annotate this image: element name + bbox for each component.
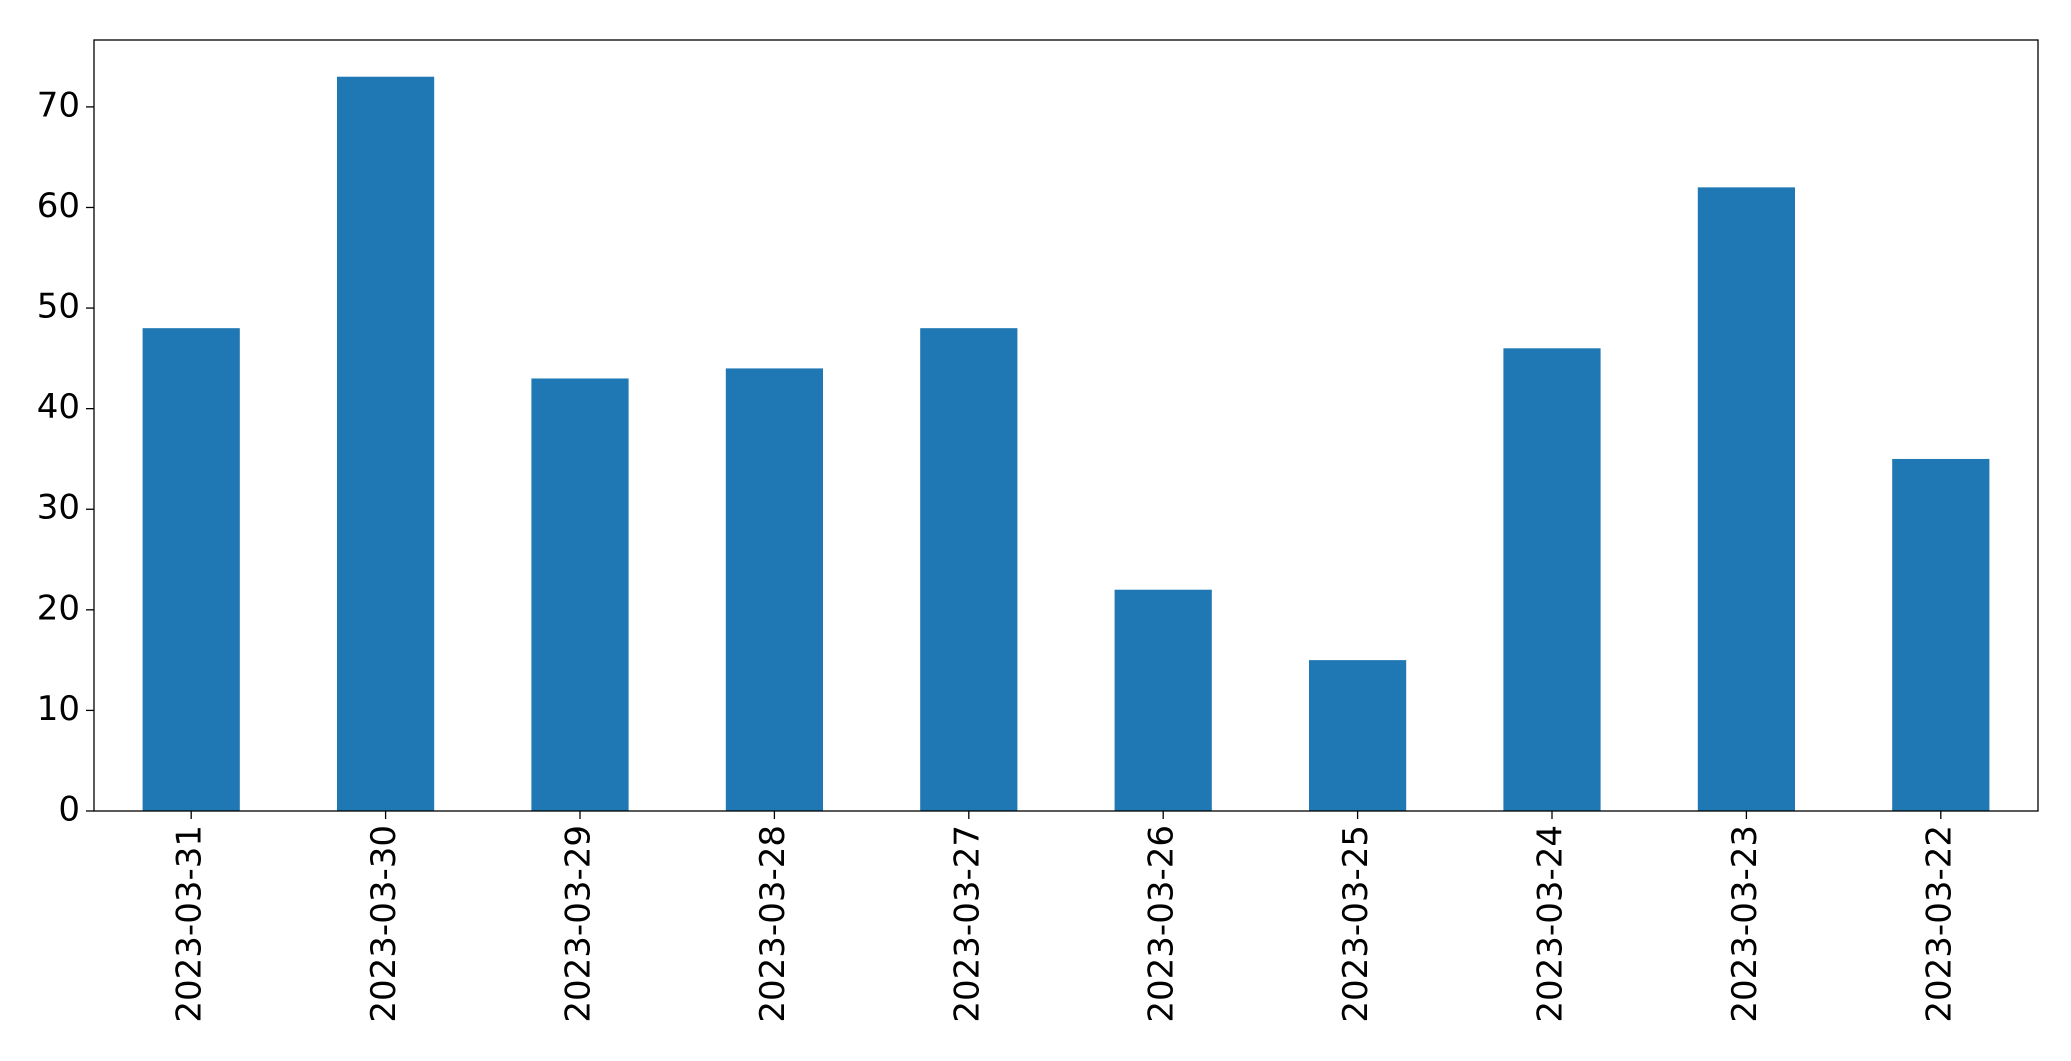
x-tick-label: 2023-03-25 (1336, 825, 1376, 1023)
bar (531, 378, 629, 811)
bar (337, 76, 435, 811)
y-tick-label: 30 (37, 488, 80, 528)
x-tick-label: 2023-03-27 (947, 825, 987, 1023)
x-tick-label: 2023-03-23 (1725, 825, 1765, 1023)
bar (1892, 458, 1990, 811)
y-tick-label: 20 (37, 588, 80, 628)
bar (1697, 187, 1795, 811)
x-tick-label: 2023-03-28 (753, 825, 793, 1023)
x-tick-label: 2023-03-29 (559, 825, 599, 1023)
bar (725, 368, 823, 811)
y-tick-label: 50 (37, 287, 80, 327)
bar (142, 328, 240, 811)
bar (1309, 660, 1407, 811)
x-tick-label: 2023-03-31 (170, 825, 210, 1023)
y-tick-label: 10 (37, 689, 80, 729)
y-tick-label: 70 (37, 85, 80, 125)
bar (1503, 348, 1601, 811)
bar (920, 328, 1018, 811)
x-tick-label: 2023-03-30 (364, 825, 404, 1023)
y-tick-label: 40 (37, 387, 80, 427)
x-tick-label: 2023-03-24 (1531, 825, 1571, 1023)
y-tick-label: 0 (58, 790, 80, 830)
axes-frame (93, 39, 2039, 812)
x-tick-label: 2023-03-22 (1919, 825, 1959, 1023)
x-tick-label: 2023-03-26 (1142, 825, 1182, 1023)
y-tick-label: 60 (37, 186, 80, 226)
bar (1114, 589, 1212, 811)
